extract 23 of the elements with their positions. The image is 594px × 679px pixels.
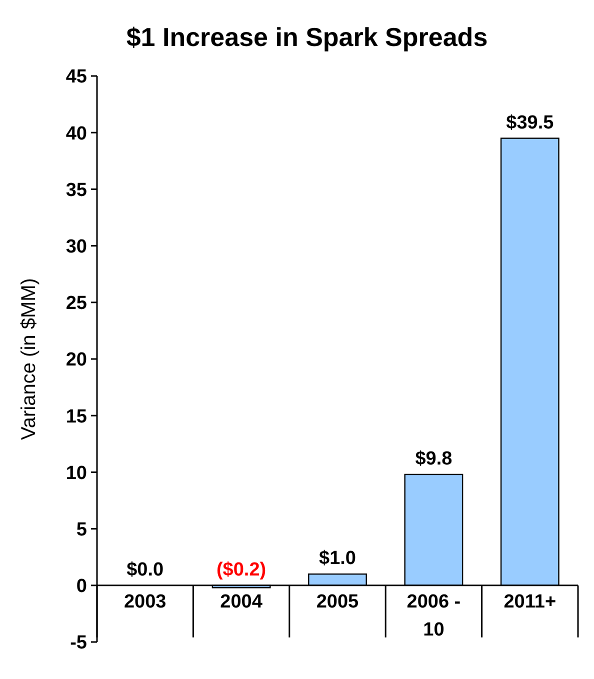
- x-tick-label: 2003: [124, 591, 166, 612]
- data-label: $0.0: [126, 559, 164, 580]
- y-tick-label: 25: [66, 293, 88, 314]
- y-tick-label: -5: [70, 632, 88, 654]
- data-label: $39.5: [506, 112, 554, 134]
- x-tick-label: 2005: [316, 591, 360, 612]
- chart-title: $1 Increase in Spark Spreads: [126, 22, 488, 52]
- data-label: $1.0: [319, 548, 356, 570]
- data-label: ($0.2): [216, 559, 266, 580]
- y-axis-title: Variance (in $MM): [18, 278, 40, 440]
- y-tick-label: 15: [66, 406, 88, 428]
- y-tick-label: 30: [66, 236, 87, 258]
- x-tick-label: 2004: [220, 591, 263, 612]
- y-tick-label: 0: [76, 576, 87, 598]
- y-tick-label: 20: [66, 350, 87, 371]
- x-tick-label: 2011+: [504, 591, 556, 612]
- y-tick-label: 35: [66, 180, 88, 201]
- y-tick-label: 5: [76, 519, 88, 540]
- y-tick-label: 40: [66, 123, 87, 144]
- y-tick-label: 45: [66, 66, 88, 88]
- y-tick-label: 10: [66, 462, 87, 484]
- x-tick-label: 2006 - 10: [406, 591, 461, 640]
- data-label: $9.8: [415, 448, 452, 470]
